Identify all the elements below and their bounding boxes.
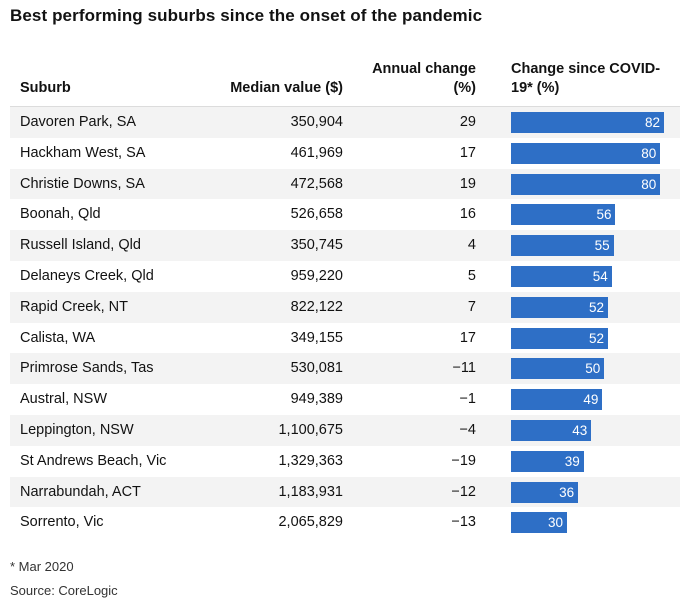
change-bar-label: 80: [641, 176, 657, 192]
cell-annual-change: −4: [459, 421, 476, 438]
change-bar: 56: [511, 204, 616, 226]
cell-suburb: Delaneys Creek, Qld: [20, 267, 154, 284]
cell-annual-change: 29: [459, 114, 476, 130]
table-row: Sorrento, Vic 2,065,829 −13 30: [10, 507, 680, 538]
change-bar-label: 56: [596, 207, 612, 223]
cell-annual-change: −19: [451, 452, 476, 469]
table-row: Delaneys Creek, Qld 959,220 5 54: [10, 261, 680, 292]
column-header-annual-change: Annual change (%): [372, 61, 476, 96]
change-bar: 50: [511, 358, 605, 380]
change-bar: 80: [511, 173, 661, 195]
cell-suburb: Russell Island, Qld: [20, 237, 141, 254]
cell-annual-change: −1: [459, 391, 476, 408]
table-row: Narrabundah, ACT 1,183,931 −12 36: [10, 476, 680, 508]
cell-annual-change: −13: [451, 514, 476, 531]
change-bar: 52: [511, 296, 609, 318]
header-divider: [10, 106, 680, 107]
cell-median-value: 1,329,363: [278, 452, 343, 469]
column-header-suburb: Suburb: [20, 80, 71, 96]
change-bar-label: 52: [588, 299, 605, 315]
change-bar-label: 36: [559, 484, 575, 500]
cell-suburb: Austral, NSW: [20, 391, 108, 408]
change-bar-label: 55: [594, 238, 610, 254]
change-bar: 39: [511, 450, 584, 472]
column-header-median-value: Median value ($): [230, 80, 343, 96]
source-note: Source: CoreLogic: [10, 583, 118, 598]
cell-annual-change: 17: [459, 144, 476, 161]
change-bar-label: 80: [641, 145, 657, 161]
table-row: Austral, NSW 949,389 −1 49: [10, 384, 680, 415]
cell-annual-change: −11: [452, 360, 476, 377]
table-row: Davoren Park, SA 350,904 29 82: [10, 107, 680, 138]
cell-annual-change: 16: [459, 206, 476, 223]
change-bar-label: 82: [644, 115, 660, 130]
cell-median-value: 1,100,675: [278, 421, 343, 438]
cell-suburb: Davoren Park, SA: [20, 114, 137, 130]
cell-median-value: 350,904: [290, 114, 343, 130]
cell-suburb: Hackham West, SA: [20, 144, 146, 161]
cell-median-value: 949,389: [290, 391, 343, 408]
change-bar: 54: [511, 265, 612, 287]
table-row: Calista, WA 349,155 17 52: [10, 323, 680, 354]
table-row: St Andrews Beach, Vic 1,329,363 −19 39: [10, 446, 680, 477]
cell-median-value: 526,658: [290, 206, 343, 223]
table-row: Christie Downs, SA 472,568 19 80: [10, 168, 680, 200]
cell-annual-change: 7: [467, 298, 476, 315]
change-bar-label: 52: [588, 330, 605, 346]
cell-median-value: 530,081: [290, 360, 343, 377]
cell-suburb: St Andrews Beach, Vic: [20, 452, 167, 469]
cell-suburb: Sorrento, Vic: [20, 514, 104, 531]
change-bar: 30: [511, 512, 567, 534]
change-bar: 49: [511, 389, 603, 411]
cell-annual-change: 17: [459, 329, 476, 346]
change-bar-label: 39: [564, 453, 580, 469]
table-row: Russell Island, Qld 350,745 4 55: [10, 230, 680, 261]
table-row: Rapid Creek, NT 822,122 7 52: [10, 291, 680, 323]
table-body: Davoren Park, SA 350,904 29 82 Hackham West,…: [10, 107, 680, 538]
cell-suburb: Narrabundah, ACT: [20, 483, 141, 500]
cell-annual-change: 4: [467, 237, 476, 254]
cell-suburb: Leppington, NSW: [20, 421, 134, 438]
cell-median-value: 959,220: [290, 267, 343, 284]
cell-annual-change: 19: [459, 175, 476, 192]
cell-median-value: 1,183,931: [278, 483, 343, 500]
table-row: Boonah, Qld 526,658 16 56: [10, 199, 680, 230]
footnote: * Mar 2020: [10, 559, 74, 574]
table-row: Leppington, NSW 1,100,675 −4 43: [10, 414, 680, 446]
cell-median-value: 461,969: [290, 144, 343, 161]
cell-median-value: 2,065,829: [278, 514, 343, 531]
cell-annual-change: −12: [451, 483, 476, 500]
cell-median-value: 822,122: [290, 298, 343, 315]
cell-suburb: Boonah, Qld: [20, 206, 101, 223]
table-row: Hackham West, SA 461,969 17 80: [10, 138, 680, 169]
change-bar: 52: [511, 327, 609, 349]
change-bar-label: 54: [592, 268, 608, 284]
cell-median-value: 350,745: [290, 237, 343, 254]
cell-annual-change: 5: [467, 267, 476, 284]
change-bar-label: 49: [583, 392, 599, 408]
table-row: Primrose Sands, Tas 530,081 −11 50: [10, 353, 680, 385]
change-bar: 43: [511, 419, 592, 441]
change-bar-label: 50: [585, 361, 601, 377]
cell-suburb: Calista, WA: [20, 329, 96, 346]
change-bar: 36: [511, 481, 579, 503]
cell-suburb: Christie Downs, SA: [20, 175, 145, 192]
change-bar-label: 30: [547, 515, 563, 531]
cell-median-value: 472,568: [290, 175, 343, 192]
cell-suburb: Rapid Creek, NT: [20, 298, 128, 315]
cell-suburb: Primrose Sands, Tas: [20, 360, 154, 377]
change-bar: 55: [511, 235, 614, 257]
column-header-change-since-covid: Change since COVID-19* (%): [511, 61, 661, 96]
change-bar: 80: [511, 142, 661, 164]
change-bar: 82: [511, 112, 664, 133]
chart-title: Best performing suburbs since the onset …: [10, 6, 483, 25]
change-bar-label: 43: [572, 422, 588, 438]
cell-median-value: 349,155: [290, 329, 343, 346]
